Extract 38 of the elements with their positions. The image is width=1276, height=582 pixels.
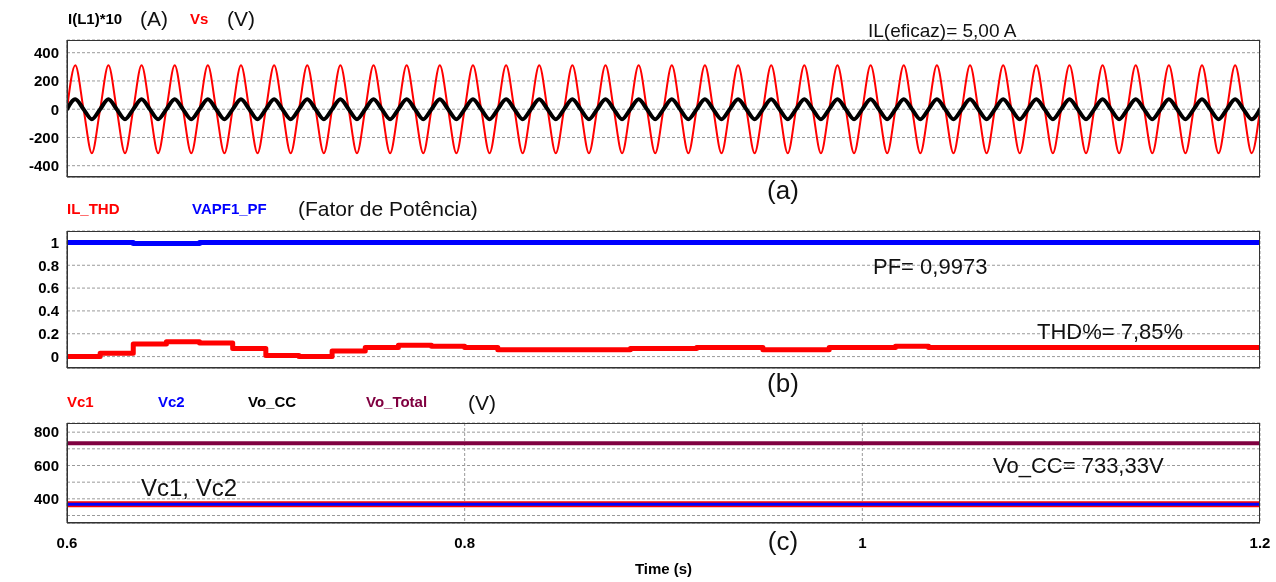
y-tick-label: 400 xyxy=(33,490,59,508)
x-tick-label: 1 xyxy=(858,533,867,551)
text: (V) xyxy=(227,6,255,30)
annotation: (a) xyxy=(767,175,799,205)
text: (b) xyxy=(767,368,799,398)
y-tick-label: 0.2 xyxy=(38,325,59,343)
x-tick-label: 0.8 xyxy=(454,533,476,551)
y-tick-label: 600 xyxy=(33,456,59,474)
text: Vc2 xyxy=(158,392,185,410)
y-tick-label: 0.4 xyxy=(38,302,60,320)
annotation: Vc1, Vc2 xyxy=(141,474,238,501)
text: Vo_Total xyxy=(366,392,428,410)
x-tick-label: 1.2 xyxy=(1249,533,1271,551)
annotation: THD%= 7,85% xyxy=(1037,319,1184,344)
text: Vs xyxy=(190,9,209,27)
annotation: Vo_CC= 733,33V xyxy=(993,453,1164,478)
annotation: PF= 0,9973 xyxy=(873,254,988,279)
text: (A) xyxy=(140,6,168,30)
annotation: IL(eficaz)= 5,00 A xyxy=(868,19,1017,41)
x-axis-title: Time (s) xyxy=(634,560,693,577)
y-tick-label: 1 xyxy=(50,233,59,251)
text: (Fator de Potência) xyxy=(298,196,478,220)
y-tick-label: 800 xyxy=(33,423,59,441)
text: IL_THD xyxy=(67,199,120,217)
y-tick-label: 0 xyxy=(50,100,59,118)
y-tick-label: 200 xyxy=(33,72,59,90)
text: I(L1)*10 xyxy=(68,9,123,27)
text: Vc1 xyxy=(67,392,94,410)
y-tick-label: 0.8 xyxy=(38,256,59,274)
text: (c) xyxy=(767,526,799,556)
series-label: VAPF1_PF xyxy=(192,199,267,217)
y-tick-label: -200 xyxy=(28,128,59,146)
legend-label: Vo_CC xyxy=(248,392,297,410)
y-tick-label: 400 xyxy=(33,44,59,62)
y-tick-label: 0 xyxy=(50,347,59,365)
y-tick-label: -400 xyxy=(28,157,59,175)
text: (V) xyxy=(468,390,496,414)
y-tick-label: 0.6 xyxy=(38,279,59,297)
